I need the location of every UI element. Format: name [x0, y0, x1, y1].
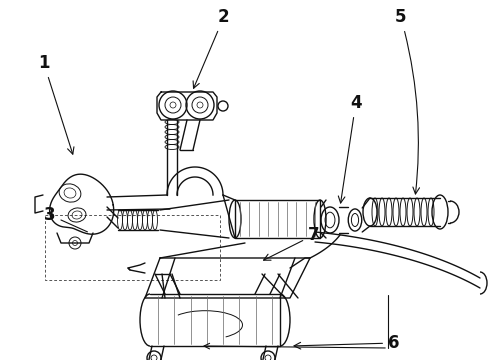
Bar [45, 215, 220, 280]
Text: 1: 1 [38, 54, 74, 154]
Text: 4: 4 [338, 94, 362, 203]
Text: 7: 7 [264, 226, 319, 260]
Text: 2: 2 [193, 8, 230, 88]
Text: 5: 5 [395, 8, 419, 194]
Text: 3: 3 [44, 206, 87, 232]
Text: 6: 6 [294, 334, 399, 352]
